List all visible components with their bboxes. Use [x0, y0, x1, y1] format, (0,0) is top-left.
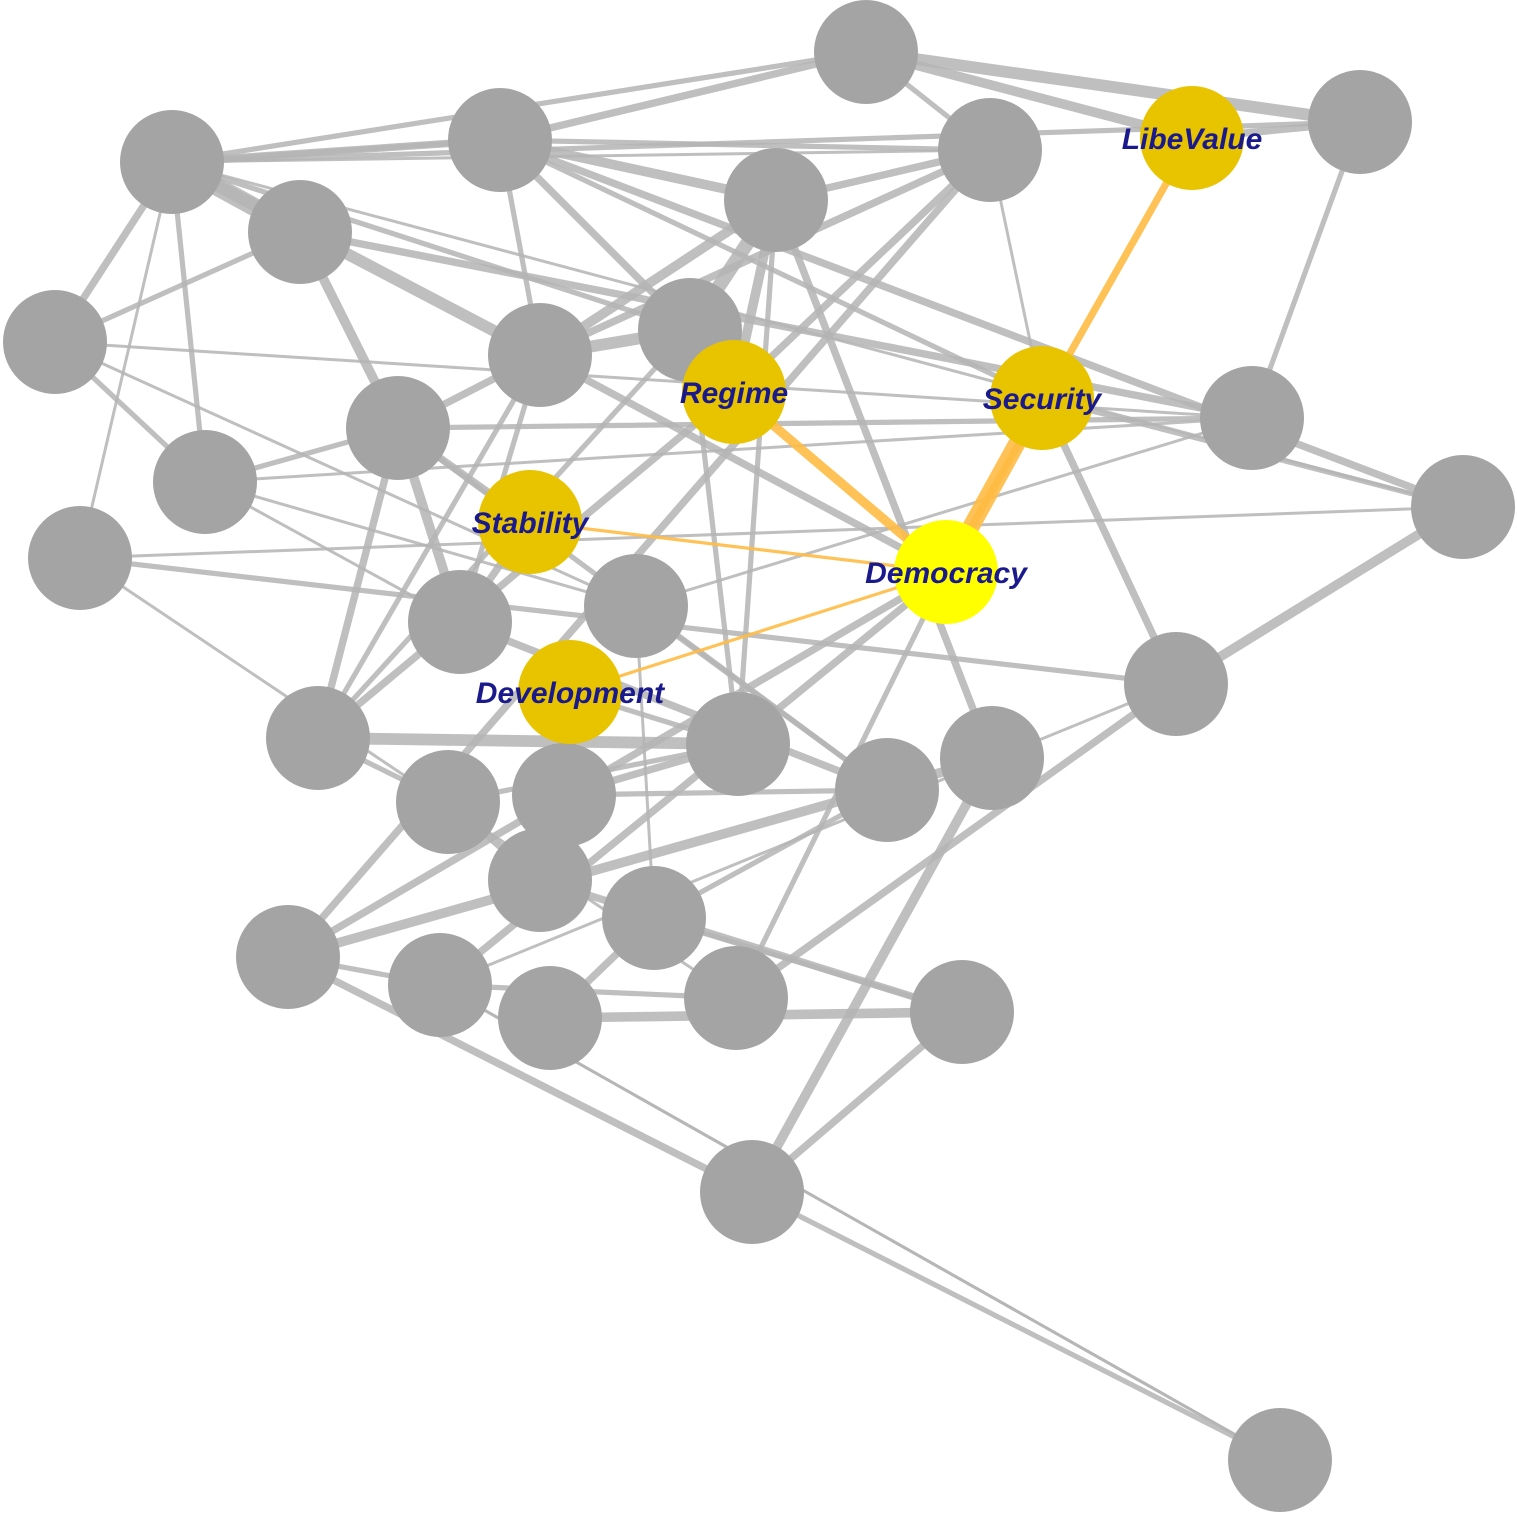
- node-n22: [835, 738, 939, 842]
- edge-n5-regime: [730, 146, 994, 396]
- edge-n3-n9: [169, 159, 693, 333]
- edge-n16-n22: [456, 618, 891, 794]
- node-n26: [602, 866, 706, 970]
- edge-n6-n11: [296, 228, 1256, 422]
- edge-n18-n29: [732, 680, 1180, 1002]
- node-n33: [1228, 1408, 1332, 1512]
- edge-n4-n5: [497, 137, 993, 153]
- node-n6: [248, 180, 352, 284]
- edge-n33-n28: [438, 983, 1282, 1462]
- edge-stability-democracy: [528, 520, 948, 574]
- node-n3: [120, 110, 224, 214]
- node-label-stability: Stability: [472, 507, 590, 540]
- node-security: [990, 346, 1094, 450]
- edge-n14-n18: [1171, 502, 1468, 689]
- node-n16: [408, 570, 512, 674]
- node-n7: [3, 290, 107, 394]
- node-n27: [236, 905, 340, 1009]
- node-n24: [512, 743, 616, 847]
- edge-n12-n19: [314, 424, 402, 742]
- node-n21: [940, 706, 1044, 810]
- node-development: [518, 640, 622, 744]
- node-n29: [684, 946, 788, 1050]
- node-n4: [448, 88, 552, 192]
- node-n18: [1124, 632, 1228, 736]
- edge-n10-n21: [772, 196, 996, 762]
- edge-n1-n2: [860, 46, 1366, 128]
- edge-n3-n13: [169, 159, 208, 485]
- node-n23: [396, 750, 500, 854]
- node-label-democracy: Democracy: [865, 557, 1028, 590]
- edge-n32-n33: [749, 1189, 1283, 1463]
- edge-n18-security: [1038, 394, 1180, 688]
- node-n8: [488, 303, 592, 407]
- edge-n14-n15: [78, 505, 1465, 560]
- edge-n27-democracy: [284, 568, 950, 961]
- edge-n4-n3: [168, 136, 504, 166]
- node-n30: [498, 966, 602, 1070]
- node-n25: [488, 828, 592, 932]
- node-n5: [938, 98, 1042, 202]
- edge-n1-libevalue: [861, 47, 1197, 143]
- node-n13: [153, 430, 257, 534]
- node-n12: [346, 376, 450, 480]
- node-n10: [724, 148, 828, 252]
- node-n20: [686, 692, 790, 796]
- node-n14: [1411, 455, 1515, 559]
- node-n31: [910, 960, 1014, 1064]
- node-n17: [584, 554, 688, 658]
- node-n32: [700, 1140, 804, 1244]
- node-n2: [1308, 70, 1412, 174]
- node-regime: [682, 340, 786, 444]
- edge-n8-democracy: [536, 351, 950, 576]
- node-label-regime: Regime: [680, 377, 788, 410]
- node-n1: [814, 0, 918, 104]
- edge-n1-n4: [496, 48, 870, 144]
- node-n11: [1200, 366, 1304, 470]
- node-label-development: Development: [476, 677, 666, 710]
- edge-n19-n20: [312, 732, 744, 750]
- edge-n11-n12: [395, 415, 1255, 431]
- node-n28: [388, 933, 492, 1037]
- edge-n11-n17: [634, 416, 1254, 608]
- edge-n3-n8: [166, 156, 546, 361]
- edge-development-democracy: [568, 570, 948, 694]
- edge-n21-n32: [747, 753, 997, 1197]
- edge-n26-n31: [651, 915, 965, 1015]
- node-democracy: [894, 520, 998, 624]
- edge-n27-n32: [284, 953, 756, 1196]
- label-layer: LibeValue Regime Security Stability Developm…: [472, 123, 1263, 710]
- edge-n3-n15: [78, 160, 174, 560]
- node-label-libevalue: LibeValue: [1122, 123, 1263, 156]
- edge-n2-n11: [1249, 119, 1363, 421]
- node-stability: [478, 470, 582, 574]
- node-libevalue: [1140, 86, 1244, 190]
- node-label-security: Security: [983, 383, 1103, 416]
- node-n19: [266, 686, 370, 790]
- node-n15: [28, 506, 132, 610]
- node-layer: [3, 0, 1515, 1512]
- edge-n4-n14: [496, 136, 1467, 511]
